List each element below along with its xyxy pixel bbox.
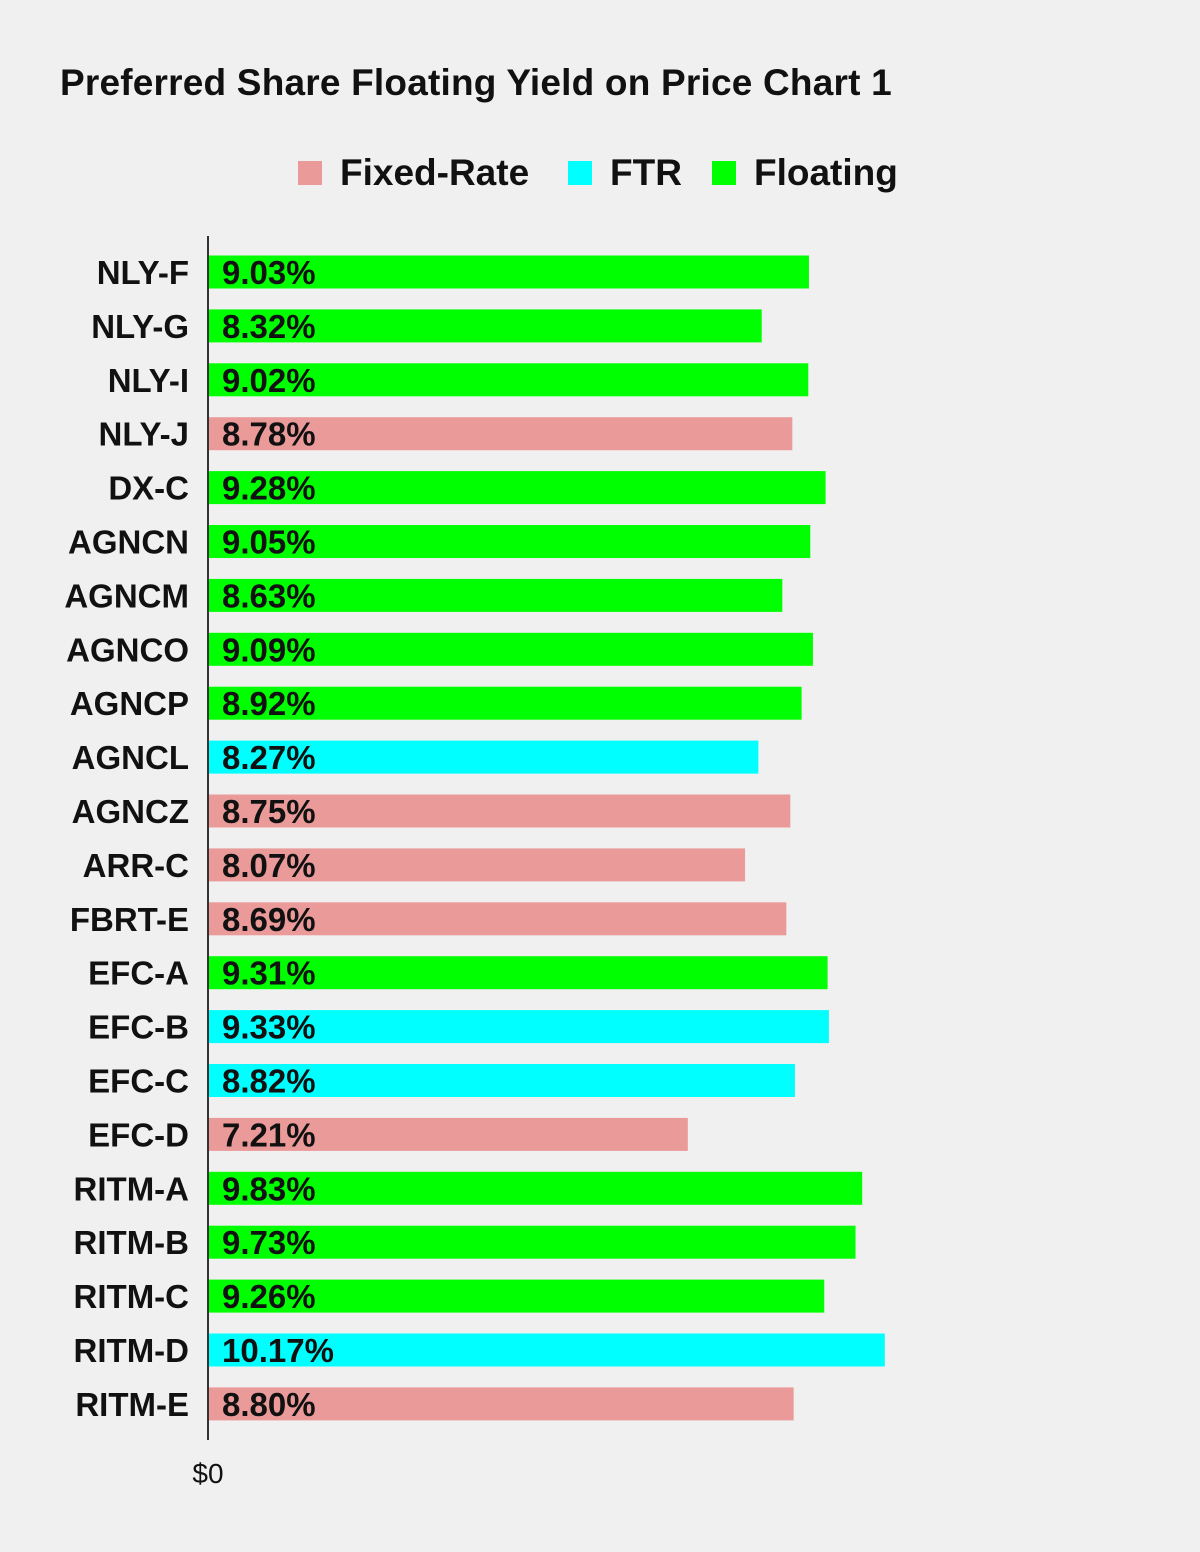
bar-ritm-c: [208, 1279, 825, 1313]
value-label-ritm-b: 9.73%: [222, 1224, 316, 1261]
category-label-fbrt-e: FBRT-E: [70, 901, 189, 938]
bar-ritm-d: [208, 1333, 885, 1367]
legend-swatch-floating: [712, 161, 736, 185]
value-label-arr-c: 8.07%: [222, 847, 316, 884]
bar-agncp: [208, 686, 802, 720]
bar-dx-c: [208, 471, 826, 505]
legend-swatch-ftr: [568, 161, 592, 185]
bar-efc-c: [208, 1064, 795, 1097]
bar-nly-i: [208, 363, 809, 397]
value-label-efc-b: 9.33%: [222, 1009, 316, 1046]
legend-label-floating: Floating: [754, 152, 898, 193]
bar-ritm-b: [208, 1225, 856, 1259]
value-label-agncz: 8.75%: [222, 793, 316, 830]
category-label-efc-b: EFC-B: [88, 1009, 189, 1046]
value-label-agncl: 8.27%: [222, 739, 316, 776]
category-label-efc-d: EFC-D: [88, 1116, 189, 1153]
chart-title: Preferred Share Floating Yield on Price …: [60, 62, 892, 103]
value-label-ritm-d: 10.17%: [222, 1332, 334, 1369]
bar-ritm-e: [208, 1387, 794, 1421]
legend-item-floating: Floating: [712, 148, 898, 198]
bar-arr-c: [208, 848, 746, 882]
value-label-ritm-c: 9.26%: [222, 1278, 316, 1315]
category-label-agnco: AGNCO: [66, 631, 189, 668]
legend-label-fixed-rate: Fixed-Rate: [340, 152, 530, 193]
category-label-ritm-d: RITM-D: [74, 1332, 189, 1369]
category-label-ritm-c: RITM-C: [74, 1278, 189, 1315]
bar-nly-g: [208, 309, 762, 343]
category-label-ritm-a: RITM-A: [74, 1170, 189, 1207]
category-label-efc-c: EFC-C: [88, 1063, 189, 1100]
category-label-nly-f: NLY-F: [97, 254, 189, 291]
x-tick-label: $0: [192, 1458, 223, 1489]
value-label-nly-g: 8.32%: [222, 308, 316, 345]
category-label-agncm: AGNCM: [64, 577, 189, 614]
legend-label-ftr: FTR: [610, 152, 682, 193]
bar-agncm: [208, 578, 783, 612]
category-label-ritm-b: RITM-B: [74, 1224, 189, 1261]
bar-fbrt-e: [208, 902, 787, 936]
bar-efc-b: [208, 1010, 829, 1044]
legend-item-ftr: FTR: [568, 148, 682, 198]
bar-nly-j: [208, 417, 793, 451]
bar-nly-f: [208, 255, 809, 289]
value-label-ritm-e: 8.80%: [222, 1386, 316, 1423]
category-label-ritm-e: RITM-E: [75, 1386, 189, 1423]
value-label-efc-d: 7.21%: [222, 1116, 316, 1153]
value-label-nly-j: 8.78%: [222, 416, 316, 453]
bar-agnco: [208, 632, 813, 666]
legend-swatch-fixed-rate: [298, 161, 322, 185]
value-label-agncp: 8.92%: [222, 685, 316, 722]
bar-agncl: [208, 740, 759, 774]
legend-item-fixed-rate: Fixed-Rate: [298, 148, 529, 198]
value-label-agnco: 9.09%: [222, 631, 316, 668]
value-label-ritm-a: 9.83%: [222, 1170, 316, 1207]
value-label-nly-f: 9.03%: [222, 254, 316, 291]
bar-ritm-a: [208, 1171, 863, 1205]
category-label-agncl: AGNCL: [72, 739, 189, 776]
category-label-nly-g: NLY-G: [91, 308, 189, 345]
category-label-efc-a: EFC-A: [88, 955, 189, 992]
bar-efc-a: [208, 956, 828, 990]
category-label-nly-j: NLY-J: [99, 416, 190, 453]
value-label-dx-c: 9.28%: [222, 470, 316, 507]
bar-agncz: [208, 794, 791, 828]
value-label-nly-i: 9.02%: [222, 362, 316, 399]
value-label-efc-a: 9.31%: [222, 955, 316, 992]
category-label-agncn: AGNCN: [68, 524, 189, 561]
bar-agncn: [208, 525, 811, 558]
category-label-nly-i: NLY-I: [108, 362, 189, 399]
bar-efc-d: [208, 1117, 688, 1151]
value-label-efc-c: 8.82%: [222, 1063, 316, 1100]
legend: Fixed-Rate FTR Floating: [0, 148, 1200, 198]
value-label-agncn: 9.05%: [222, 524, 316, 561]
category-label-agncp: AGNCP: [70, 685, 189, 722]
value-label-agncm: 8.63%: [222, 577, 316, 614]
category-label-agncz: AGNCZ: [72, 793, 189, 830]
category-label-arr-c: ARR-C: [83, 847, 189, 884]
value-label-fbrt-e: 8.69%: [222, 901, 316, 938]
category-label-dx-c: DX-C: [108, 470, 189, 507]
